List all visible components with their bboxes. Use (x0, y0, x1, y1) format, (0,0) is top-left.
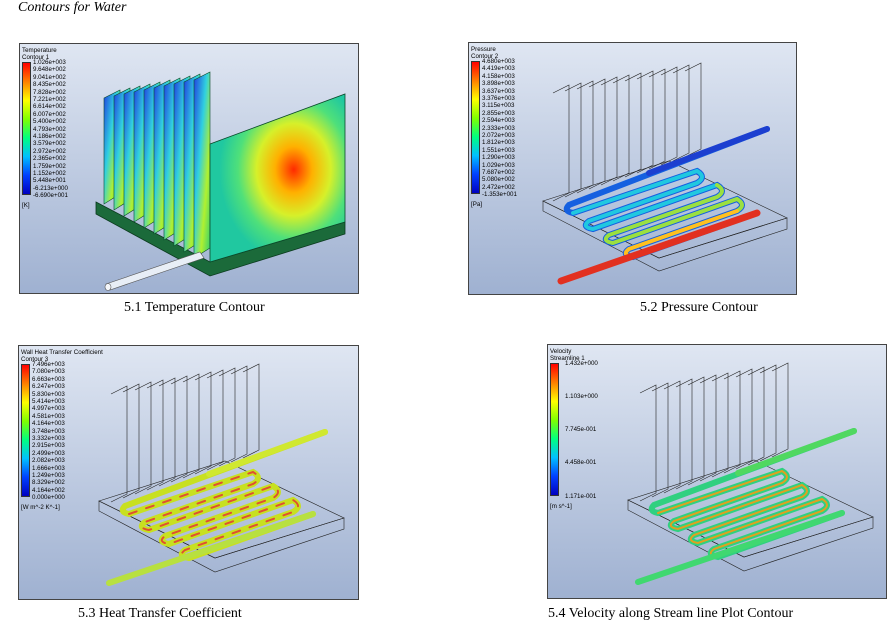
tick-label: 4.793e+002 (33, 125, 66, 133)
legend: Wall Heat Transfer Coefficient Contour 3… (21, 349, 103, 514)
tick-label: 5.448e+001 (33, 177, 66, 185)
tick-label: 2.072e+003 (482, 132, 515, 139)
caption-5-4: 5.4 Velocity along Stream line Plot Cont… (548, 606, 794, 621)
tick-label: 4.158e+003 (482, 72, 515, 80)
tick-label: 1.249e+003 (32, 472, 65, 479)
tick-label: 2.972e+002 (33, 147, 66, 155)
caption-5-3: 5.3 Heat Transfer Coefficient (78, 606, 242, 621)
legend-subtitle: Contour 2 (471, 53, 499, 60)
heatsink-temperature-render (95, 71, 346, 291)
tick-label: 5.414e+003 (32, 398, 65, 405)
legend-unit: [m s^-1] (550, 503, 572, 510)
legend-title: Temperature (22, 47, 57, 54)
tick-label: 4.419e+003 (482, 65, 515, 73)
tick-label: 6.007e+002 (33, 110, 66, 118)
tick-label: 3.579e+002 (33, 140, 66, 148)
serpentine-htc-render (98, 363, 345, 586)
legend: Pressure Contour 2 4.680e+003 4.419e+003… (471, 46, 517, 211)
tick-label: 1.103e+000 (565, 393, 598, 400)
legend-unit: [K] (22, 202, 30, 209)
tick-label: 4.997e+003 (32, 405, 65, 413)
tick-label: 6.663e+003 (32, 375, 65, 383)
tick-label: 2.855e+003 (482, 109, 515, 117)
tick-label: 7.080e+003 (32, 368, 65, 376)
serpentine-pressure-render (542, 62, 788, 285)
tick-label: 1.029e+003 (482, 161, 515, 169)
caption-5-2: 5.2 Pressure Contour (640, 300, 758, 315)
legend-unit: [W m^-2 K^-1] (21, 504, 60, 511)
tick-label: 1.171e-001 (565, 493, 597, 500)
tick-label: 3.637e+003 (482, 87, 515, 95)
colorbar (471, 61, 480, 194)
legend-title: Pressure (471, 46, 496, 53)
tick-label: -6.690e+001 (33, 192, 68, 199)
tick-label: 3.376e+003 (482, 95, 515, 102)
tick-label: 4.581e+003 (32, 412, 65, 420)
tick-label: 4.164e+002 (32, 486, 65, 494)
tick-label: 0.000e+000 (32, 494, 65, 501)
tick-label: 8.329e+002 (32, 479, 65, 487)
tick-label: 6.614e+002 (33, 103, 66, 111)
document-heading: Contours for Water (18, 0, 127, 15)
tick-label: 2.365e+002 (33, 155, 66, 163)
tick-label: 5.080e+002 (482, 176, 515, 184)
tick-label: 1.666e+003 (32, 464, 65, 472)
tick-label: 4.164e+003 (32, 420, 65, 428)
tick-label: 7.745e-001 (565, 426, 597, 433)
legend-subtitle: Contour 1 (22, 54, 50, 61)
tick-label: 7.687e+002 (482, 169, 515, 176)
tick-label: 2.915e+003 (32, 442, 65, 450)
tick-label: 2.472e+002 (482, 183, 515, 191)
tick-label: 1.290e+003 (482, 154, 515, 162)
tick-label: 1.432e+000 (565, 360, 598, 367)
legend-subtitle: Streamline 1 (550, 355, 585, 362)
tick-label: 9.041e+002 (33, 73, 66, 81)
colorbar (22, 62, 31, 195)
tick-label: 4.458e-001 (565, 459, 597, 466)
tick-label: 2.333e+003 (482, 124, 515, 132)
tick-label: 7.221e+002 (33, 96, 66, 103)
tick-label: 7.828e+002 (33, 88, 66, 96)
figure-pressure: Pressure Contour 2 4.680e+003 4.419e+003… (468, 42, 797, 295)
tick-label: 5.400e+002 (33, 118, 66, 126)
tick-label: 3.115e+003 (482, 102, 515, 110)
tick-label: 6.247e+003 (32, 383, 65, 391)
tick-label: 1.551e+003 (482, 146, 515, 154)
figure-heat-transfer: Wall Heat Transfer Coefficient Contour 3… (18, 345, 359, 600)
legend: Velocity Streamline 1 1.432e+000 1.103e+… (550, 348, 598, 513)
colorbar (21, 364, 30, 497)
tick-label: 8.435e+002 (33, 81, 66, 89)
figure-velocity: Velocity Streamline 1 1.432e+000 1.103e+… (547, 344, 887, 599)
legend-title: Velocity (550, 348, 572, 355)
tick-label: 2.499e+003 (32, 449, 65, 457)
tick-label: 7.496e+003 (32, 361, 65, 368)
tick-label: 3.332e+003 (32, 435, 65, 442)
tick-label: 1.026e+003 (33, 59, 66, 66)
tick-label: 2.594e+003 (482, 117, 515, 125)
tick-label: 2.082e+003 (32, 457, 65, 465)
colorbar (550, 363, 559, 496)
figure-temperature: Temperature Contour 1 1.026e+003 9.648e+… (19, 43, 359, 294)
tick-label: 5.830e+003 (32, 390, 65, 398)
tick-label: 4.186e+002 (33, 133, 66, 140)
tick-label: -1.353e+001 (482, 191, 517, 198)
tick-label: 1.759e+002 (33, 162, 66, 170)
legend-unit: [Pa] (471, 201, 483, 208)
tick-label: 1.152e+002 (33, 170, 66, 177)
tick-label: 4.680e+003 (482, 58, 515, 65)
tick-label: -6.213e+000 (33, 184, 68, 192)
tick-label: 3.748e+003 (32, 427, 65, 435)
tick-label: 3.898e+003 (482, 80, 515, 88)
legend-title: Wall Heat Transfer Coefficient (21, 349, 103, 356)
tick-label: 9.648e+002 (33, 66, 66, 74)
legend-subtitle: Contour 3 (21, 356, 49, 363)
tick-label: 1.812e+003 (482, 139, 515, 147)
caption-5-1: 5.1 Temperature Contour (124, 300, 265, 315)
legend: Temperature Contour 1 1.026e+003 9.648e+… (22, 47, 68, 212)
serpentine-velocity-render (627, 362, 874, 585)
